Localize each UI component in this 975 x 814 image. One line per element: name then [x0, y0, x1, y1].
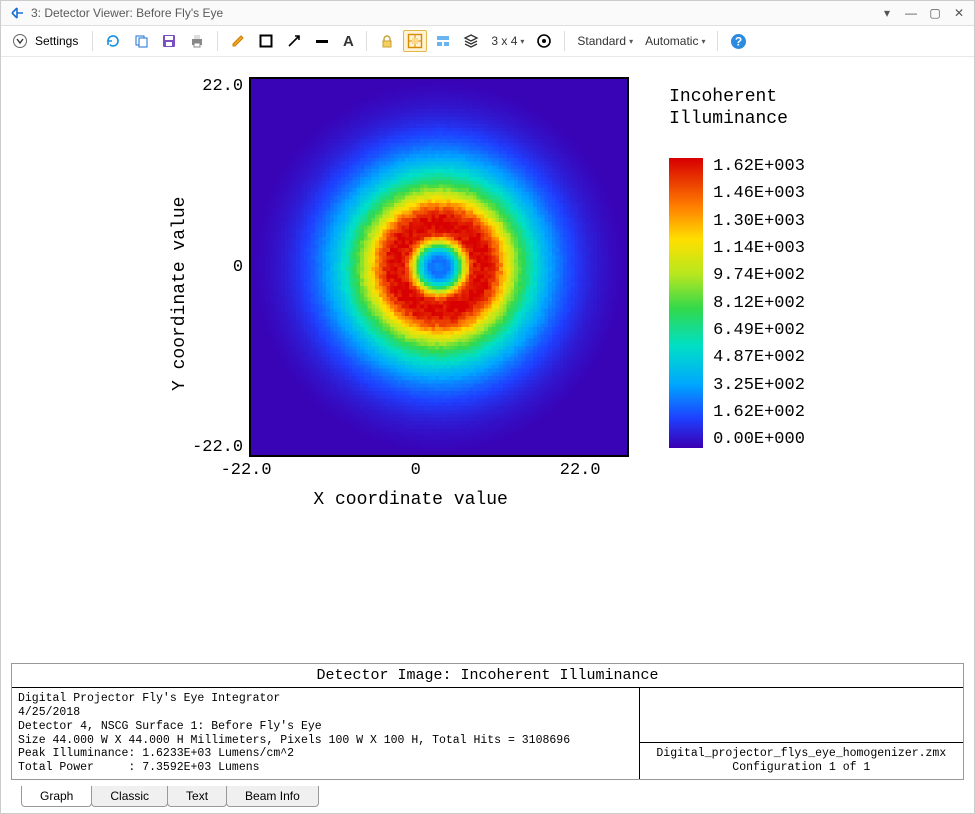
info-panel-title: Detector Image: Incoherent Illuminance [12, 664, 963, 687]
svg-text:?: ? [735, 34, 742, 48]
tab-beam-info[interactable]: Beam Info [226, 786, 319, 807]
line-weight-button[interactable] [310, 30, 334, 52]
tab-text[interactable]: Text [167, 786, 227, 807]
arrow-button[interactable] [282, 30, 306, 52]
close-button[interactable]: ✕ [952, 6, 966, 20]
bottom-tabs: GraphClassicTextBeam Info [1, 784, 974, 813]
legend-title-1: Incoherent [669, 87, 805, 109]
copy-button[interactable] [129, 30, 153, 52]
plot-area: Y coordinate value 22.0 0 -22.0 -22.0 0 … [1, 57, 974, 659]
zoom-fit-button[interactable] [403, 30, 427, 52]
rect-button[interactable] [254, 30, 278, 52]
heatmap-canvas [249, 77, 629, 457]
y-axis-label: Y coordinate value [170, 104, 190, 484]
settings-button[interactable]: Settings [7, 32, 84, 50]
layers-button[interactable] [459, 30, 483, 52]
x-axis-label: X coordinate value [313, 490, 507, 510]
pencil-button[interactable] [226, 30, 250, 52]
refresh-button[interactable] [101, 30, 125, 52]
window-config-button[interactable] [431, 30, 455, 52]
info-panel: Detector Image: Incoherent Illuminance D… [11, 663, 964, 780]
legend-title-2: Illuminance [669, 109, 805, 131]
title-bar: 3: Detector Viewer: Before Fly's Eye ▾ —… [1, 1, 974, 26]
save-button[interactable] [157, 30, 181, 52]
chevron-down-icon [13, 34, 27, 48]
info-right-empty [640, 688, 963, 743]
x-axis-ticks: -22.0 0 22.0 [221, 461, 601, 480]
grid-size-label[interactable]: 3 x 4 ▾ [487, 34, 528, 48]
settings-label: Settings [35, 34, 78, 48]
help-button[interactable]: ? [726, 30, 751, 52]
app-icon [9, 5, 25, 21]
colorbar-canvas [669, 158, 703, 448]
automatic-dropdown[interactable]: Automatic ▾ [641, 34, 709, 48]
y-axis-ticks: 22.0 0 -22.0 [192, 77, 243, 457]
print-button[interactable] [185, 30, 209, 52]
minimize-button[interactable]: — [904, 6, 918, 20]
dropdown-caret-icon[interactable]: ▾ [880, 6, 894, 20]
maximize-button[interactable]: ▢ [928, 6, 942, 20]
text-button[interactable]: A [338, 30, 358, 52]
window-title: 3: Detector Viewer: Before Fly's Eye [31, 6, 880, 20]
standard-dropdown[interactable]: Standard ▾ [573, 34, 637, 48]
info-text: Digital Projector Fly's Eye Integrator 4… [12, 688, 640, 779]
toolbar: Settings A 3 x 4 ▾ Standard ▾ Automatic … [1, 26, 974, 57]
tab-graph[interactable]: Graph [21, 786, 92, 807]
tab-classic[interactable]: Classic [91, 786, 168, 807]
legend: Incoherent Illuminance 1.62E+0031.46E+00… [669, 87, 805, 448]
info-file: Digital_projector_flys_eye_homogenizer.z… [640, 743, 963, 779]
target-button[interactable] [532, 30, 556, 52]
colorbar-ticks: 1.62E+0031.46E+0031.30E+0031.14E+0039.74… [713, 158, 805, 448]
lock-button[interactable] [375, 30, 399, 52]
